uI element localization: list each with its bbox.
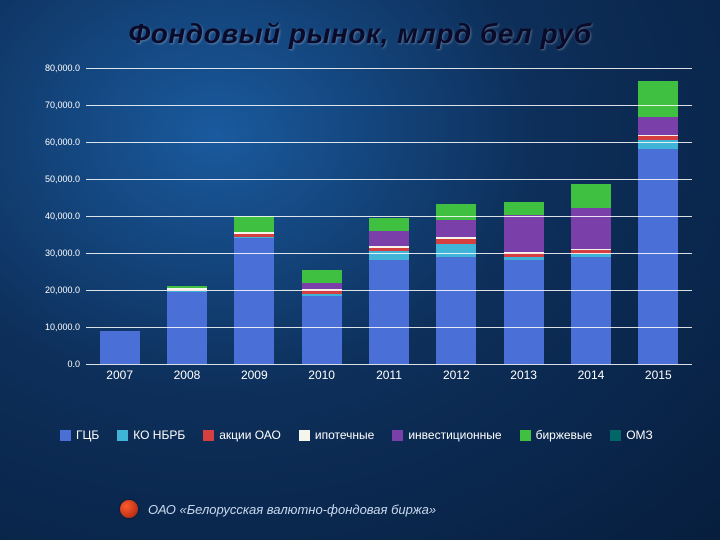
slide-root: Фондовый рынок, млрд бел руб 20072008200… [0, 0, 720, 540]
y-tick-label: 60,000.0 [36, 137, 80, 147]
bar-segment-birzh [302, 270, 342, 283]
y-tick-label: 10,000.0 [36, 322, 80, 332]
legend-swatch-icon [610, 430, 621, 441]
bar [436, 204, 476, 364]
legend: ГЦБ КО НБРБ акции ОАО ипотечные инвестиционн… [60, 428, 680, 442]
footer: ОАО «Белорусская валютно-фондовая биржа» [120, 500, 436, 518]
x-tick-label: 2013 [504, 368, 544, 382]
x-tick-label: 2010 [302, 368, 342, 382]
legend-item-invest: инвестиционные [392, 428, 501, 442]
bar [638, 81, 678, 364]
legend-item-omz: ОМЗ [610, 428, 653, 442]
legend-swatch-icon [117, 430, 128, 441]
legend-item-birzh: биржевые [520, 428, 593, 442]
gridline [86, 327, 692, 328]
legend-item-akcii: акции ОАО [203, 428, 281, 442]
bar-segment-gcb [638, 149, 678, 364]
y-tick-label: 70,000.0 [36, 100, 80, 110]
bar-segment-gcb [369, 260, 409, 364]
legend-label: биржевые [536, 428, 593, 442]
gridline [86, 216, 692, 217]
y-tick-label: 20,000.0 [36, 285, 80, 295]
bar-segment-birzh [436, 204, 476, 221]
x-tick-label: 2008 [167, 368, 207, 382]
bar-segment-invest [638, 117, 678, 136]
bar-segment-ko [436, 244, 476, 257]
gridline [86, 68, 692, 69]
bar [302, 270, 342, 364]
bar-segment-gcb [436, 257, 476, 364]
bar-segment-invest [436, 220, 476, 237]
bar [167, 286, 207, 364]
bar-segment-birzh [504, 202, 544, 215]
x-axis: 2007 2008 2009 2010 2011 2012 2013 2014 2015 [86, 368, 692, 382]
x-tick-label: 2015 [638, 368, 678, 382]
bar-segment-gcb [302, 296, 342, 364]
y-tick-label: 40,000.0 [36, 211, 80, 221]
bar-segment-birzh [571, 184, 611, 208]
x-tick-label: 2011 [369, 368, 409, 382]
legend-swatch-icon [60, 430, 71, 441]
legend-item-ko: КО НБРБ [117, 428, 185, 442]
legend-item-ipot: ипотечные [299, 428, 374, 442]
title: Фондовый рынок, млрд бел руб [0, 18, 720, 50]
x-tick-label: 2009 [234, 368, 274, 382]
legend-label: акции ОАО [219, 428, 281, 442]
bar-segment-gcb [234, 238, 274, 364]
legend-label: инвестиционные [408, 428, 501, 442]
legend-item-gcb: ГЦБ [60, 428, 99, 442]
chart-area: 2007 2008 2009 2010 2011 2012 2013 2014 2015 0.0… [38, 68, 692, 388]
legend-label: ОМЗ [626, 428, 653, 442]
bcse-logo-icon [120, 500, 138, 518]
y-tick-label: 80,000.0 [36, 63, 80, 73]
bar-segment-birzh [369, 218, 409, 231]
bar [571, 184, 611, 364]
x-tick-label: 2012 [436, 368, 476, 382]
gridline [86, 179, 692, 180]
legend-swatch-icon [299, 430, 310, 441]
bar-segment-invest [571, 208, 611, 249]
legend-label: ГЦБ [76, 428, 99, 442]
bar-segment-invest [504, 215, 544, 252]
footer-text: ОАО «Белорусская валютно-фондовая биржа» [148, 502, 436, 517]
gridline [86, 290, 692, 291]
y-tick-label: 30,000.0 [36, 248, 80, 258]
y-tick-label: 0.0 [36, 359, 80, 369]
bar-segment-invest [369, 231, 409, 246]
legend-label: ипотечные [315, 428, 374, 442]
legend-swatch-icon [520, 430, 531, 441]
legend-label: КО НБРБ [133, 428, 185, 442]
x-tick-label: 2007 [100, 368, 140, 382]
bar-segment-gcb [100, 331, 140, 364]
legend-swatch-icon [392, 430, 403, 441]
gridline [86, 364, 692, 365]
gridline [86, 105, 692, 106]
bar-segment-gcb [504, 260, 544, 364]
bar-segment-gcb [571, 257, 611, 364]
gridline [86, 142, 692, 143]
bar-segment-birzh [638, 81, 678, 116]
legend-swatch-icon [203, 430, 214, 441]
gridline [86, 253, 692, 254]
bar [504, 202, 544, 364]
x-tick-label: 2014 [571, 368, 611, 382]
y-tick-label: 50,000.0 [36, 174, 80, 184]
bar [100, 331, 140, 364]
bar-segment-birzh [234, 216, 274, 233]
